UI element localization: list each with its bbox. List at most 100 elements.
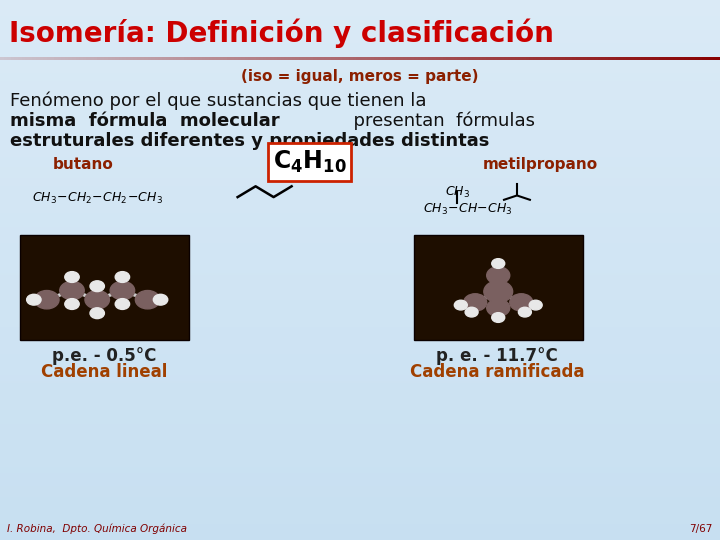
Bar [0, 92, 720, 94]
Bar [0, 456, 720, 459]
Bar [414, 57, 418, 60]
Bar [526, 57, 529, 60]
Bar [342, 57, 346, 60]
Bar [454, 57, 457, 60]
Bar [461, 57, 464, 60]
Bar [0, 256, 720, 259]
Bar [68, 57, 72, 60]
Bar [659, 57, 662, 60]
Bar [133, 57, 137, 60]
Text: Cadena lineal: Cadena lineal [41, 363, 168, 381]
Bar [0, 184, 720, 186]
Bar [266, 57, 270, 60]
Text: I. Robina,  Dpto. Química Orgánica: I. Robina, Dpto. Química Orgánica [7, 523, 187, 534]
Bar [0, 448, 720, 451]
Bar [58, 57, 61, 60]
Bar [641, 57, 644, 60]
Bar [0, 19, 720, 22]
Bar [0, 46, 720, 49]
Bar [248, 57, 252, 60]
Bar [684, 57, 688, 60]
Bar [0, 332, 720, 335]
Bar [346, 57, 349, 60]
Bar [0, 494, 720, 497]
Bar [0, 524, 720, 526]
Bar [0, 49, 720, 51]
Bar [202, 57, 205, 60]
Bar [25, 57, 29, 60]
Bar [562, 57, 565, 60]
Bar [112, 57, 115, 60]
Bar [0, 78, 720, 81]
Circle shape [27, 294, 41, 305]
Bar [0, 335, 720, 338]
Bar [40, 57, 43, 60]
Bar [0, 68, 720, 70]
Bar [256, 57, 259, 60]
Bar [0, 5, 720, 8]
Bar [0, 408, 720, 410]
Bar [97, 57, 101, 60]
Bar [173, 57, 176, 60]
Bar [270, 57, 274, 60]
Bar [626, 57, 630, 60]
Bar [0, 324, 720, 327]
Circle shape [65, 272, 79, 282]
Bar [0, 502, 720, 505]
Bar [0, 159, 720, 162]
Bar [0, 467, 720, 470]
Bar [234, 57, 238, 60]
Bar [677, 57, 680, 60]
Bar [50, 57, 54, 60]
Bar [7, 57, 11, 60]
Bar [0, 516, 720, 518]
Bar [0, 32, 720, 35]
Bar [0, 435, 720, 437]
Text: 7/67: 7/67 [690, 523, 713, 534]
Bar [594, 57, 598, 60]
Bar [158, 57, 162, 60]
Bar [0, 413, 720, 416]
Bar [680, 57, 684, 60]
Circle shape [454, 300, 467, 310]
Bar [0, 327, 720, 329]
Bar [666, 57, 670, 60]
Bar [544, 57, 547, 60]
Bar [0, 178, 720, 181]
Bar [500, 57, 504, 60]
Circle shape [90, 281, 104, 292]
Bar [223, 57, 227, 60]
Bar [0, 346, 720, 348]
Circle shape [135, 291, 160, 309]
Bar [274, 57, 277, 60]
Bar [0, 232, 720, 235]
Bar [0, 400, 720, 402]
Bar [0, 478, 720, 481]
Bar [0, 367, 720, 370]
Bar [72, 57, 76, 60]
Circle shape [35, 291, 59, 309]
Bar [0, 273, 720, 275]
Bar [32, 57, 36, 60]
Bar [0, 81, 720, 84]
Circle shape [492, 259, 505, 268]
Bar [0, 211, 720, 213]
Bar [0, 8, 720, 11]
Bar [450, 57, 454, 60]
Text: $CH_3\!-\!CH\!-\!CH_3$: $CH_3\!-\!CH\!-\!CH_3$ [423, 202, 513, 217]
Bar [176, 57, 180, 60]
Bar [0, 224, 720, 227]
Bar [551, 57, 554, 60]
Bar [0, 243, 720, 246]
Bar [0, 89, 720, 92]
Bar [18, 57, 22, 60]
Bar [0, 532, 720, 535]
Bar [0, 27, 720, 30]
Bar [0, 122, 720, 124]
Bar [0, 402, 720, 405]
Bar [0, 505, 720, 508]
Bar [0, 421, 720, 424]
Bar [529, 57, 533, 60]
Bar [0, 176, 720, 178]
Bar [410, 57, 414, 60]
